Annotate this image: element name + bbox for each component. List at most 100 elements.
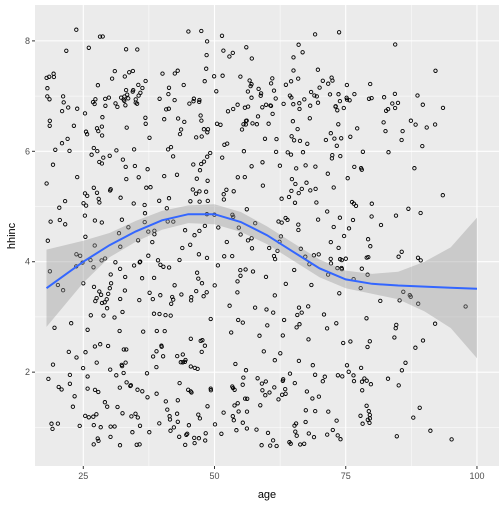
- scatter-point: [339, 265, 344, 271]
- scatter-point: [378, 222, 384, 228]
- scatter-point: [341, 105, 346, 111]
- scatter-point: [249, 56, 254, 61]
- scatter-point: [144, 371, 150, 376]
- scatter-point: [396, 254, 401, 259]
- scatter-point: [328, 131, 333, 136]
- scatter-point: [276, 397, 281, 402]
- scatter-point: [249, 246, 255, 251]
- scatter-point: [166, 85, 172, 90]
- scatter-point: [166, 196, 172, 201]
- scatter-point: [163, 312, 168, 318]
- scatter-point: [399, 368, 405, 373]
- scatter-point: [82, 213, 88, 218]
- scatter-point: [92, 387, 98, 393]
- scatter-point: [245, 104, 251, 109]
- scatter-point: [408, 118, 414, 123]
- scatter-point: [231, 189, 236, 194]
- scatter-point: [411, 415, 416, 420]
- scatter-point: [308, 188, 313, 193]
- scatter-point: [232, 403, 237, 408]
- scatter-point: [140, 85, 145, 91]
- scatter-point: [288, 441, 293, 446]
- scatter-point: [343, 256, 348, 261]
- scatter-point: [83, 234, 88, 239]
- scatter-point: [208, 388, 214, 393]
- scatter-point: [199, 134, 204, 139]
- scatter-point: [132, 163, 138, 169]
- scatter-point: [212, 422, 218, 427]
- scatter-point: [189, 295, 194, 300]
- scatter-point: [294, 433, 299, 438]
- scatter-point: [297, 106, 302, 112]
- scatter-point: [221, 197, 227, 202]
- scatter-point: [128, 383, 134, 388]
- scatter-point: [49, 421, 54, 426]
- scatter-point: [80, 365, 86, 371]
- scatter-point: [118, 244, 123, 249]
- scatter-point: [397, 298, 402, 303]
- scatter-point: [263, 274, 269, 280]
- scatter-point: [283, 82, 289, 87]
- scatter-point: [175, 419, 180, 424]
- scatter-point: [344, 95, 349, 100]
- scatter-point: [136, 175, 141, 180]
- scatter-point: [287, 93, 293, 98]
- scatter-point: [331, 185, 336, 190]
- scatter-point: [326, 409, 331, 414]
- scatter-point: [369, 95, 374, 101]
- scatter-point: [81, 281, 86, 286]
- scatter-point: [299, 186, 304, 192]
- scatter-point: [180, 352, 185, 357]
- scatter-point: [230, 414, 235, 419]
- scatter-point: [196, 436, 202, 441]
- scatter-point: [188, 242, 193, 247]
- scatter-point: [321, 312, 327, 317]
- scatter-point: [364, 403, 369, 408]
- scatter-point: [308, 103, 313, 108]
- scatter-point: [358, 365, 364, 371]
- scatter-point: [119, 217, 125, 222]
- scatter-point: [199, 349, 204, 355]
- scatter-point: [463, 304, 468, 309]
- scatter-point: [413, 122, 418, 127]
- scatter-point: [412, 166, 417, 171]
- scatter-point: [78, 253, 83, 258]
- scatter-point: [172, 71, 177, 76]
- scatter-point: [106, 95, 112, 100]
- scatter-point: [231, 106, 236, 112]
- scatter-point: [230, 212, 235, 217]
- scatter-point: [169, 301, 174, 306]
- scatter-point: [241, 122, 246, 127]
- scatter-point: [242, 396, 248, 401]
- scatter-point: [293, 181, 298, 187]
- scatter-point: [108, 434, 113, 440]
- scatter-point: [243, 267, 248, 272]
- scatter-point: [224, 239, 229, 245]
- scatter-point: [47, 97, 52, 102]
- scatter-point: [165, 407, 170, 412]
- scatter-point: [183, 357, 188, 363]
- scatter-point: [96, 438, 101, 444]
- scatter-point: [348, 339, 353, 344]
- scatter-point: [238, 273, 243, 278]
- scatter-point: [449, 437, 454, 442]
- scatter-point: [128, 383, 133, 389]
- scatter-point: [77, 423, 82, 429]
- scatter-point: [235, 401, 240, 406]
- scatter-point: [215, 263, 221, 268]
- scatter-point: [205, 178, 210, 183]
- scatter-point: [368, 244, 373, 249]
- scatter-point: [99, 258, 104, 263]
- y-axis-ticks: 2 4 6 8: [25, 36, 35, 377]
- scatter-point: [264, 307, 269, 312]
- scatter-point: [222, 254, 227, 259]
- scatter-point: [381, 95, 387, 100]
- scatter-point: [296, 76, 301, 81]
- scatter-point: [99, 220, 104, 225]
- scatter-point: [179, 292, 184, 297]
- scatter-point: [115, 104, 120, 110]
- scatter-point: [260, 183, 266, 188]
- scatter-point: [428, 428, 433, 433]
- scatter-point: [124, 125, 129, 130]
